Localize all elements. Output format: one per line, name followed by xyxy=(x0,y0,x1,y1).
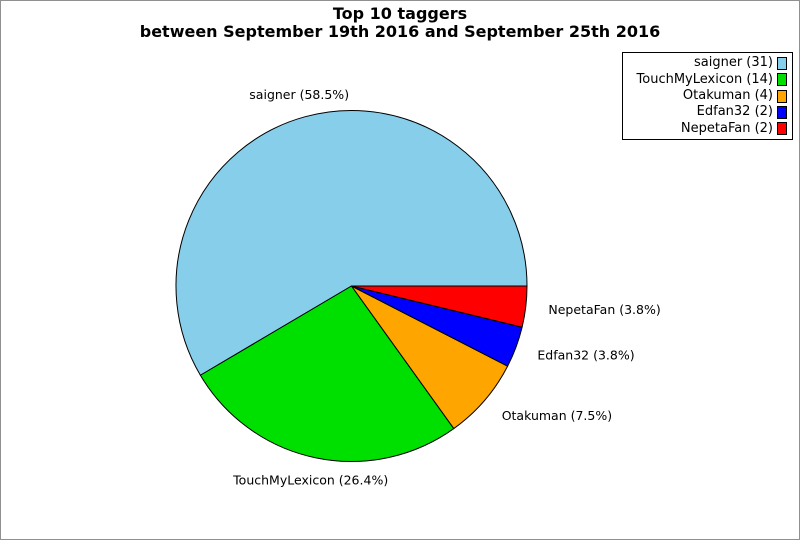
legend-label: saigner (31) xyxy=(693,55,773,71)
legend-item-touchmylexicon: TouchMyLexicon (14) xyxy=(628,71,787,87)
legend-label: Edfan32 (2) xyxy=(696,104,773,120)
legend-label: TouchMyLexicon (14) xyxy=(636,71,773,87)
chart-subtitle: between September 19th 2016 and Septembe… xyxy=(139,22,661,41)
chart-title: Top 10 taggers xyxy=(332,4,468,23)
pie-slice-nepetafan xyxy=(351,285,528,328)
slice-label-otakuman: Otakuman (7.5%) xyxy=(502,408,612,423)
legend-item-edfan32: Edfan32 (2) xyxy=(628,104,787,120)
chart-title-block: Top 10 taggers between September 19th 20… xyxy=(1,5,799,41)
legend-swatch xyxy=(777,56,787,70)
legend-label: Otakuman (4) xyxy=(682,88,773,103)
slice-label-saigner: saigner (58.5%) xyxy=(249,87,349,102)
legend-swatch xyxy=(777,89,787,103)
legend-swatch xyxy=(777,105,787,119)
legend: saigner (31) TouchMyLexicon (14) Otakuman … xyxy=(622,52,793,140)
pie-slice-saigner xyxy=(175,110,528,376)
legend-label: NepetaFan (2) xyxy=(680,120,773,136)
legend-item-nepetafan: NepetaFan (2) xyxy=(628,121,787,137)
pie-slice-touchmylexicon xyxy=(199,285,455,462)
legend-swatch xyxy=(777,122,787,136)
slice-label-edfan32: Edfan32 (3.8%) xyxy=(537,347,634,362)
legend-item-otakuman: Otakuman (4) xyxy=(628,88,787,104)
legend-swatch xyxy=(777,73,787,87)
slice-label-nepetafan: NepetaFan (3.8%) xyxy=(548,302,660,317)
slice-label-touchmylexicon: TouchMyLexicon (26.4%) xyxy=(232,472,388,487)
legend-item-saigner: saigner (31) xyxy=(628,55,787,71)
